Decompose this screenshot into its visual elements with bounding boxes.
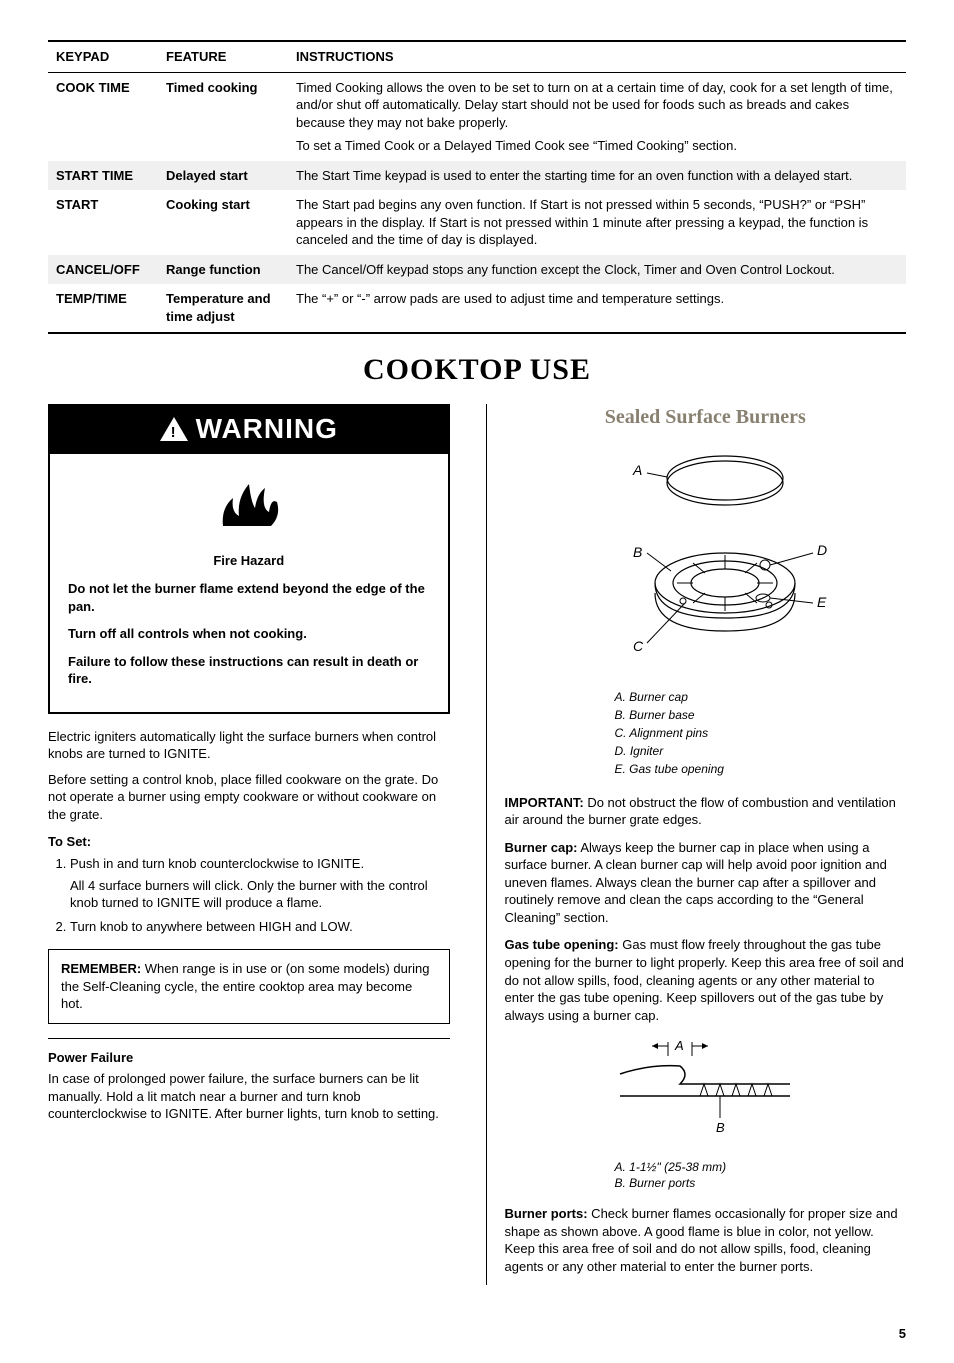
body-text: IMPORTANT: Do not obstruct the flow of c… <box>505 794 907 829</box>
table-row: CANCEL/OFF Range function The Cancel/Off… <box>48 255 906 285</box>
svg-text:A: A <box>674 1038 684 1053</box>
left-column: WARNING Fire Hazard Do not let the burne… <box>48 404 450 1285</box>
body-text: Burner ports: Check burner flames occasi… <box>505 1205 907 1275</box>
sealed-surface-burners-heading: Sealed Surface Burners <box>505 404 907 431</box>
svg-text:D: D <box>817 542 827 558</box>
svg-text:A: A <box>632 462 642 478</box>
svg-text:B: B <box>716 1120 725 1135</box>
warning-line: Failure to follow these instructions can… <box>68 653 430 688</box>
steps-list: Push in and turn knob counterclockwise t… <box>48 855 450 935</box>
svg-text:E: E <box>817 594 827 610</box>
section-title: COOKTOP USE <box>48 350 906 391</box>
fire-icon <box>50 454 448 543</box>
th-keypad: KEYPAD <box>48 41 158 72</box>
svg-text:C: C <box>633 638 644 654</box>
body-text: In case of prolonged power failure, the … <box>48 1070 450 1123</box>
warning-header: WARNING <box>50 406 448 454</box>
th-instructions: INSTRUCTIONS <box>288 41 906 72</box>
body-text: Before setting a control knob, place fil… <box>48 771 450 824</box>
divider <box>48 1038 450 1039</box>
body-text: Gas tube opening: Gas must flow freely t… <box>505 936 907 1024</box>
svg-text:B: B <box>633 544 642 560</box>
warning-body: Fire Hazard Do not let the burner flame … <box>50 542 448 711</box>
list-item: Turn knob to anywhere between HIGH and L… <box>70 918 450 936</box>
table-row: START Cooking start The Start pad begins… <box>48 190 906 255</box>
list-item: Push in and turn knob counterclockwise t… <box>70 855 450 912</box>
table-row: START TIME Delayed start The Start Time … <box>48 161 906 191</box>
table-row: TEMP/TIME Temperature and time adjust Th… <box>48 284 906 332</box>
body-text: Burner cap: Always keep the burner cap i… <box>505 839 907 927</box>
to-set-heading: To Set: <box>48 833 450 851</box>
table-row: COOK TIME Timed cooking Timed Cooking al… <box>48 72 906 161</box>
burner-diagram-2: A B <box>505 1034 907 1149</box>
warning-line: Do not let the burner flame extend beyon… <box>68 580 430 615</box>
remember-box: REMEMBER: When range is in use or (on so… <box>48 949 450 1024</box>
hazard-title: Fire Hazard <box>68 552 430 570</box>
keypad-table: KEYPAD FEATURE INSTRUCTIONS COOK TIME Ti… <box>48 40 906 334</box>
diagram-1-legend: A. Burner cap B. Burner base C. Alignmen… <box>505 688 907 778</box>
power-failure-heading: Power Failure <box>48 1049 450 1067</box>
body-text: Electric igniters automatically light th… <box>48 728 450 763</box>
warning-box: WARNING Fire Hazard Do not let the burne… <box>48 404 450 714</box>
th-feature: FEATURE <box>158 41 288 72</box>
burner-diagram-1: A B C D E <box>505 443 907 678</box>
warning-line: Turn off all controls when not cooking. <box>68 625 430 643</box>
page-number: 5 <box>48 1325 906 1343</box>
diagram-2-legend: A. 1-1½" (25-38 mm) B. Burner ports <box>505 1159 907 1191</box>
right-column: Sealed Surface Burners <box>486 404 907 1285</box>
warning-triangle-icon <box>160 417 188 441</box>
